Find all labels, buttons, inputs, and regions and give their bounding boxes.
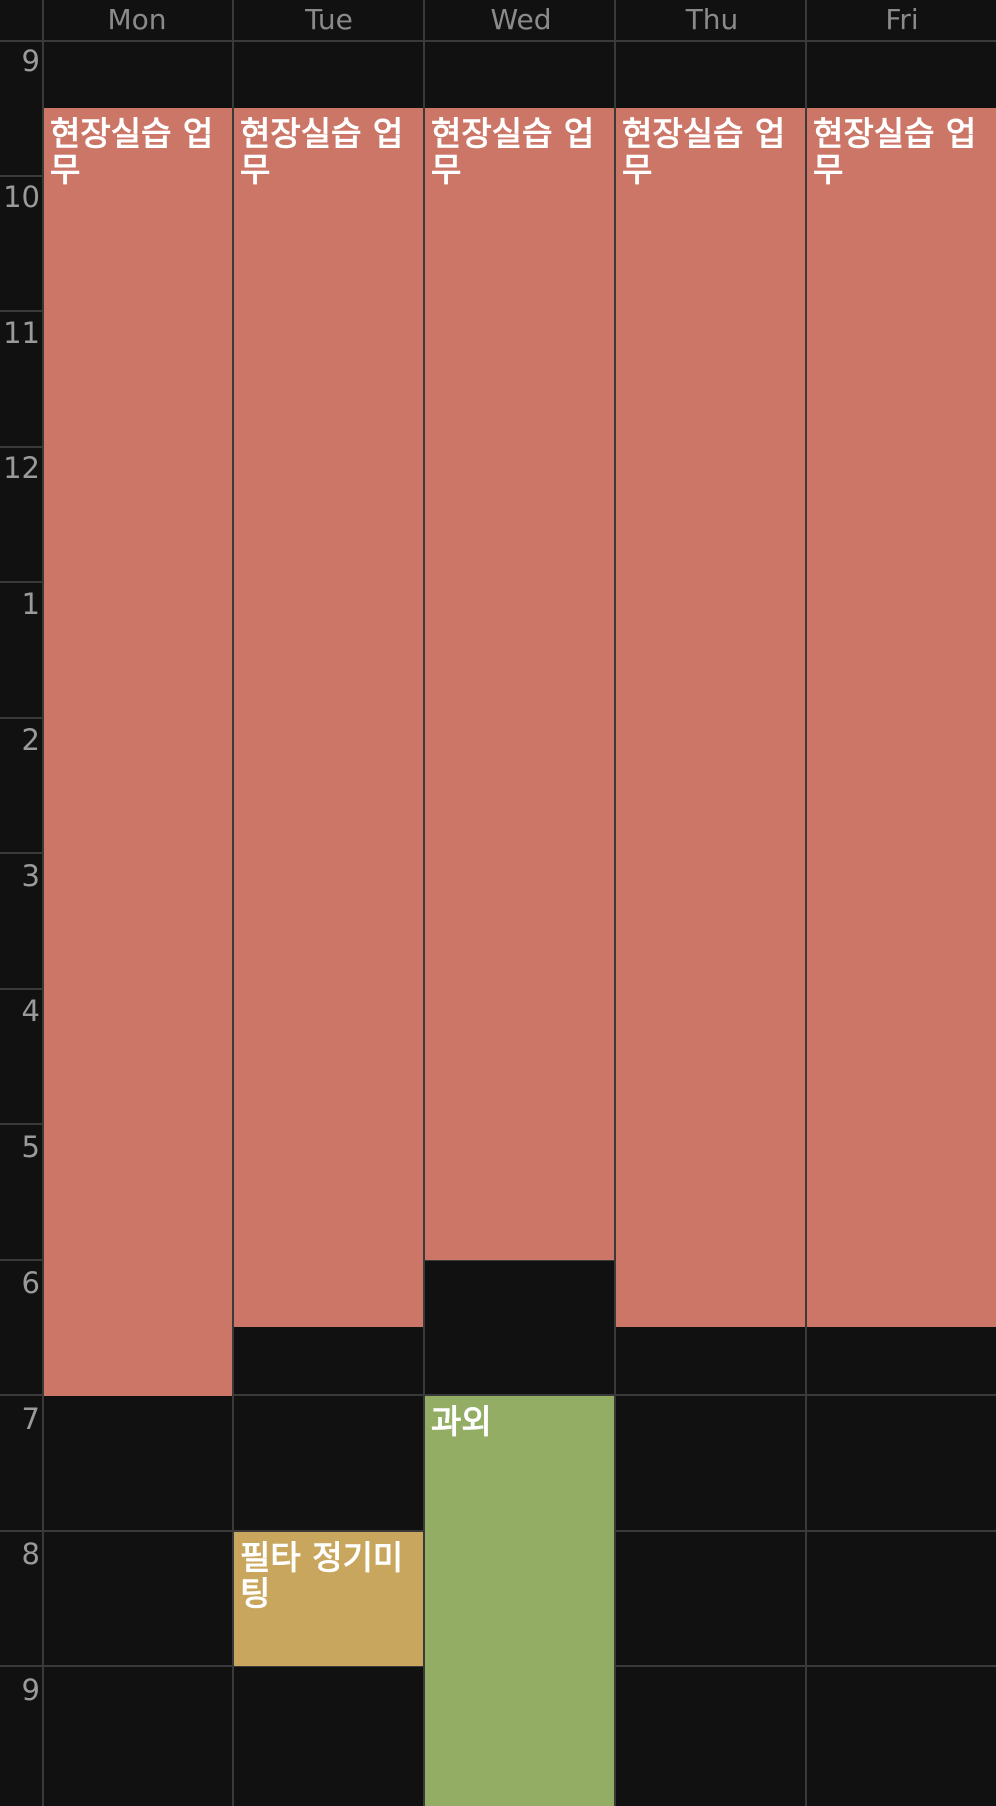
hour-label-3pm: 3 <box>21 859 40 893</box>
hour-label-10am: 10 <box>3 180 40 214</box>
hour-line-7pm <box>0 1394 996 1396</box>
day-header-mon: Mon <box>107 3 167 36</box>
day-header-fri: Fri <box>885 3 919 36</box>
hour-label-9pm: 9 <box>21 1673 40 1707</box>
day-header-row: Mon Tue Wed Thu Fri <box>0 0 996 40</box>
hour-label-11am: 11 <box>3 316 40 350</box>
event-wed-field-practice[interactable]: 현장실습 업무 <box>425 108 614 1260</box>
wed-column-divider <box>614 0 616 1806</box>
hour-label-2pm: 2 <box>21 723 40 757</box>
event-thu-field-practice[interactable]: 현장실습 업무 <box>616 108 805 1327</box>
day-header-wed: Wed <box>490 3 552 36</box>
event-wed-tutoring[interactable]: 과외 <box>425 1396 614 1806</box>
hour-line-6pm <box>0 1259 996 1261</box>
day-header-tue: Tue <box>305 3 353 36</box>
event-mon-field-practice[interactable]: 현장실습 업무 <box>44 108 232 1396</box>
hour-label-1pm: 1 <box>21 587 40 621</box>
hour-label-5pm: 5 <box>21 1130 40 1164</box>
event-tue-regular-meeting[interactable]: 필타 정기미팅 <box>234 1532 423 1666</box>
mon-column-divider <box>232 0 234 1806</box>
hour-label-12pm: 12 <box>3 451 40 485</box>
event-fri-field-practice[interactable]: 현장실습 업무 <box>807 108 996 1327</box>
time-column-divider <box>42 0 44 1806</box>
header-divider <box>0 40 996 42</box>
tue-column-divider <box>423 0 425 1806</box>
event-tue-field-practice[interactable]: 현장실습 업무 <box>234 108 423 1327</box>
day-header-thu: Thu <box>685 3 739 36</box>
hour-label-8pm: 8 <box>21 1537 40 1571</box>
hour-label-4pm: 4 <box>21 994 40 1028</box>
hour-label-6pm: 6 <box>21 1266 40 1300</box>
thu-column-divider <box>805 0 807 1806</box>
hour-label-7pm: 7 <box>21 1402 40 1436</box>
hour-label-9am: 9 <box>21 44 40 78</box>
